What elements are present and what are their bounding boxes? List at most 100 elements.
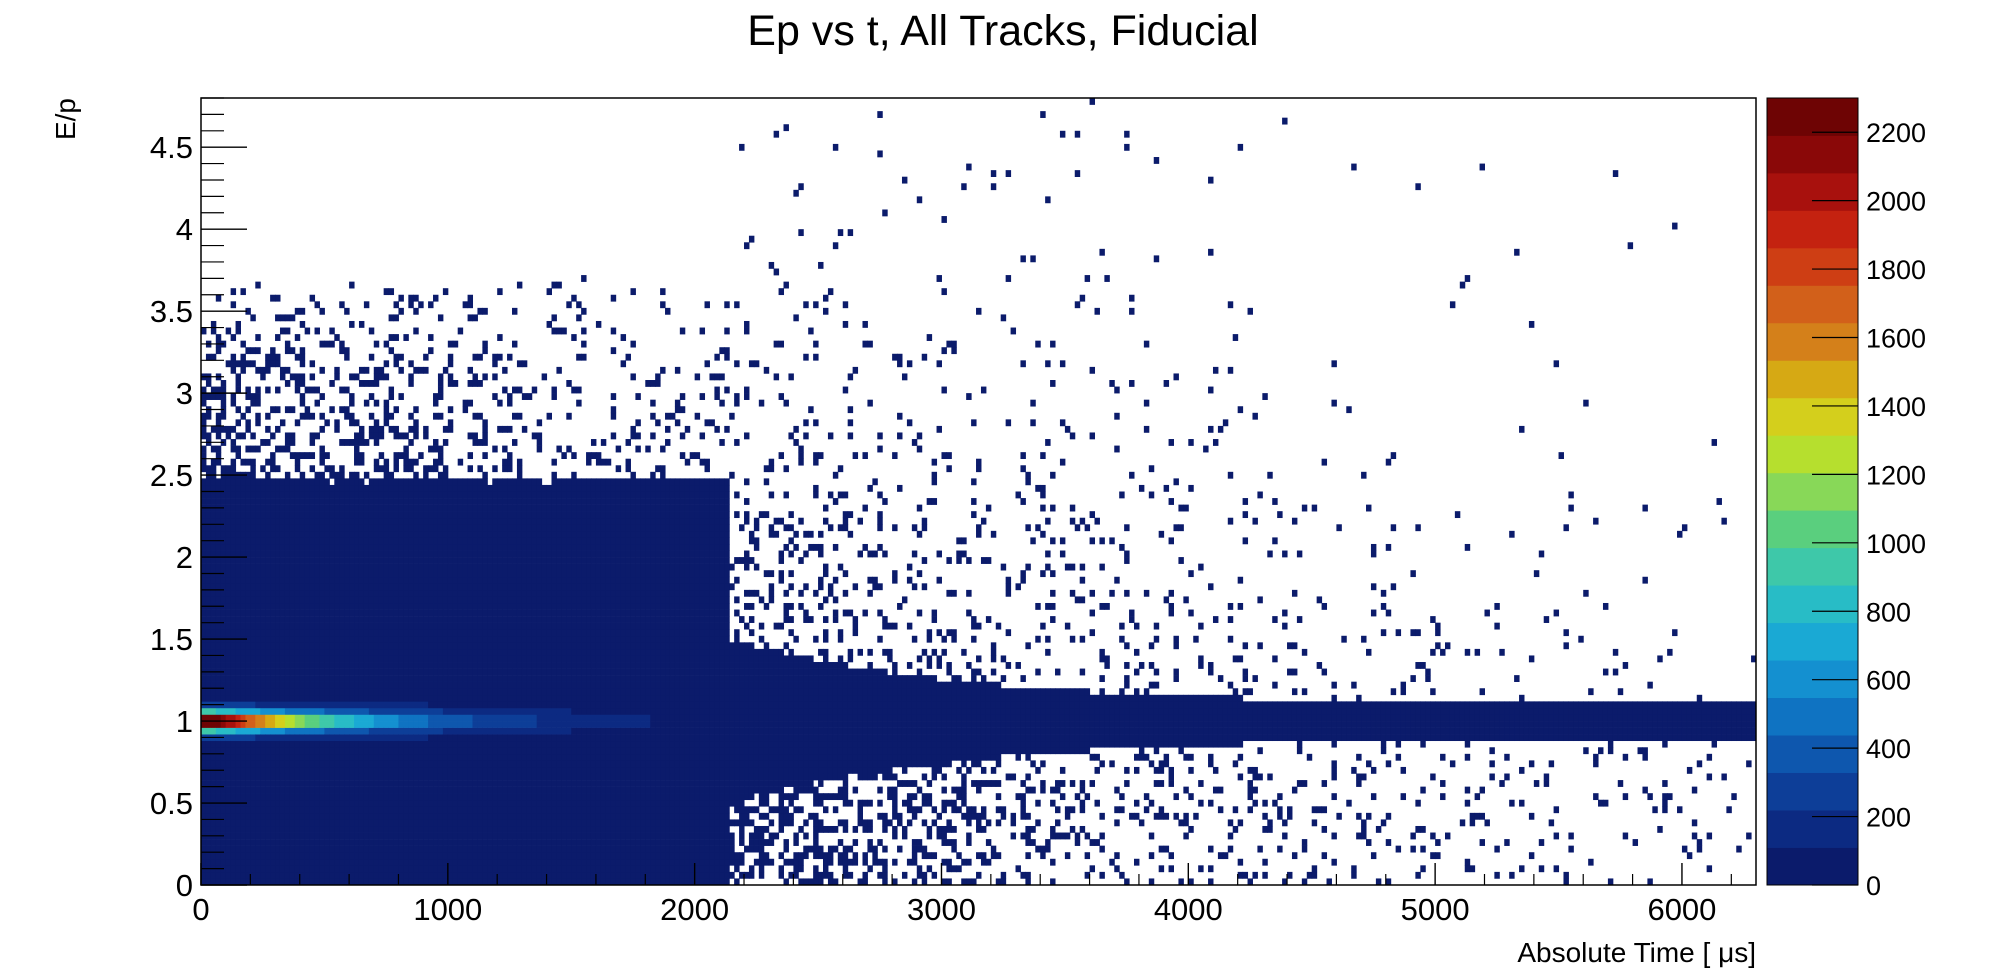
heatmap-cell bbox=[482, 655, 488, 663]
heatmap-cell bbox=[225, 576, 232, 584]
heatmap-cell bbox=[344, 734, 350, 742]
heatmap-cell bbox=[354, 432, 360, 440]
heatmap-cell bbox=[275, 766, 281, 774]
heatmap-cell bbox=[265, 740, 271, 748]
heatmap-cell bbox=[230, 465, 237, 473]
heatmap-cell bbox=[215, 498, 222, 505]
heatmap-cell bbox=[363, 740, 370, 748]
heatmap-cell bbox=[250, 465, 256, 473]
heatmap-cell bbox=[477, 845, 483, 853]
heatmap-cell bbox=[531, 622, 538, 630]
heatmap-cell bbox=[472, 609, 478, 617]
heatmap-cell bbox=[255, 530, 261, 538]
heatmap-cell bbox=[255, 386, 261, 394]
heatmap-cell bbox=[294, 491, 301, 499]
heatmap-cell bbox=[462, 491, 469, 499]
heatmap-cell bbox=[294, 498, 301, 505]
heatmap-cell bbox=[428, 347, 434, 355]
heatmap-cell bbox=[368, 412, 375, 420]
heatmap-cell bbox=[250, 655, 256, 663]
heatmap-cell bbox=[413, 675, 419, 682]
heatmap-cell bbox=[536, 707, 543, 715]
heatmap-cell bbox=[482, 563, 488, 571]
heatmap-cell bbox=[497, 517, 503, 525]
heatmap-cell bbox=[363, 399, 370, 407]
heatmap-cell bbox=[255, 825, 261, 833]
heatmap-cell bbox=[235, 596, 241, 604]
heatmap-cell bbox=[250, 543, 256, 551]
heatmap-cell bbox=[373, 583, 380, 591]
heatmap-cell bbox=[319, 852, 325, 860]
heatmap-cell bbox=[433, 786, 439, 794]
heatmap-cell bbox=[413, 793, 419, 801]
heatmap-cell bbox=[437, 602, 444, 610]
heatmap-cell bbox=[536, 773, 543, 781]
heatmap-cell bbox=[536, 530, 543, 538]
heatmap-cell bbox=[215, 786, 222, 794]
heatmap-cell bbox=[467, 452, 474, 460]
heatmap-cell bbox=[437, 609, 444, 617]
heatmap-cell bbox=[270, 766, 276, 774]
heatmap-cell bbox=[210, 320, 217, 328]
heatmap-cell bbox=[210, 498, 217, 505]
heatmap-cell bbox=[413, 550, 419, 558]
heatmap-cell bbox=[512, 602, 518, 610]
heatmap-cell bbox=[447, 675, 454, 682]
heatmap-cell bbox=[275, 681, 281, 689]
heatmap-cell bbox=[279, 714, 286, 722]
heatmap-cell bbox=[284, 727, 291, 735]
heatmap-cell bbox=[526, 812, 533, 820]
heatmap-cell bbox=[462, 734, 469, 742]
heatmap-cell bbox=[201, 543, 207, 551]
heatmap-cell bbox=[403, 786, 409, 794]
heatmap-cell bbox=[265, 825, 271, 833]
heatmap-cell bbox=[289, 819, 296, 827]
heatmap-cell bbox=[324, 589, 330, 597]
heatmap-cell bbox=[378, 793, 385, 801]
heatmap-cell bbox=[230, 668, 237, 676]
heatmap-cell bbox=[551, 753, 557, 761]
heatmap-cell bbox=[541, 832, 548, 840]
heatmap-cell bbox=[433, 819, 439, 827]
heatmap-cell bbox=[413, 543, 419, 551]
heatmap-cell bbox=[423, 609, 429, 617]
heatmap-cell bbox=[289, 878, 296, 886]
heatmap-cell bbox=[457, 563, 464, 571]
heatmap-cell bbox=[457, 806, 464, 814]
heatmap-cell bbox=[304, 845, 311, 853]
heatmap-cell bbox=[526, 517, 533, 525]
heatmap-cell bbox=[388, 596, 395, 604]
heatmap-cell bbox=[492, 353, 498, 361]
heatmap-cell bbox=[304, 766, 311, 774]
heatmap-cell bbox=[324, 517, 330, 525]
heatmap-cell bbox=[383, 675, 390, 682]
heatmap-cell bbox=[398, 852, 404, 860]
heatmap-cell bbox=[433, 557, 439, 564]
heatmap-cell bbox=[556, 878, 562, 886]
heatmap-cell bbox=[210, 845, 217, 853]
heatmap-cell bbox=[393, 635, 399, 643]
heatmap-cell bbox=[472, 721, 478, 728]
heatmap-cell bbox=[507, 550, 513, 558]
heatmap-cell bbox=[240, 563, 246, 571]
heatmap-cell bbox=[334, 858, 340, 866]
heatmap-cell bbox=[329, 747, 335, 755]
heatmap-cell bbox=[363, 583, 370, 591]
heatmap-cell bbox=[299, 399, 306, 407]
heatmap-cell bbox=[210, 517, 217, 525]
heatmap-cell bbox=[354, 373, 360, 381]
heatmap-cell bbox=[378, 832, 385, 840]
heatmap-cell bbox=[487, 681, 493, 689]
heatmap-cell bbox=[215, 609, 222, 617]
heatmap-cell bbox=[423, 714, 429, 722]
heatmap-cell bbox=[205, 589, 212, 597]
heatmap-cell bbox=[265, 629, 271, 637]
heatmap-cell bbox=[363, 530, 370, 538]
heatmap-cell bbox=[536, 780, 543, 787]
heatmap-cell bbox=[472, 373, 478, 381]
heatmap-cell bbox=[437, 799, 444, 807]
heatmap-cell bbox=[220, 747, 227, 755]
heatmap-cell bbox=[304, 386, 311, 394]
heatmap-cell bbox=[462, 498, 469, 505]
heatmap-cell bbox=[363, 694, 370, 702]
